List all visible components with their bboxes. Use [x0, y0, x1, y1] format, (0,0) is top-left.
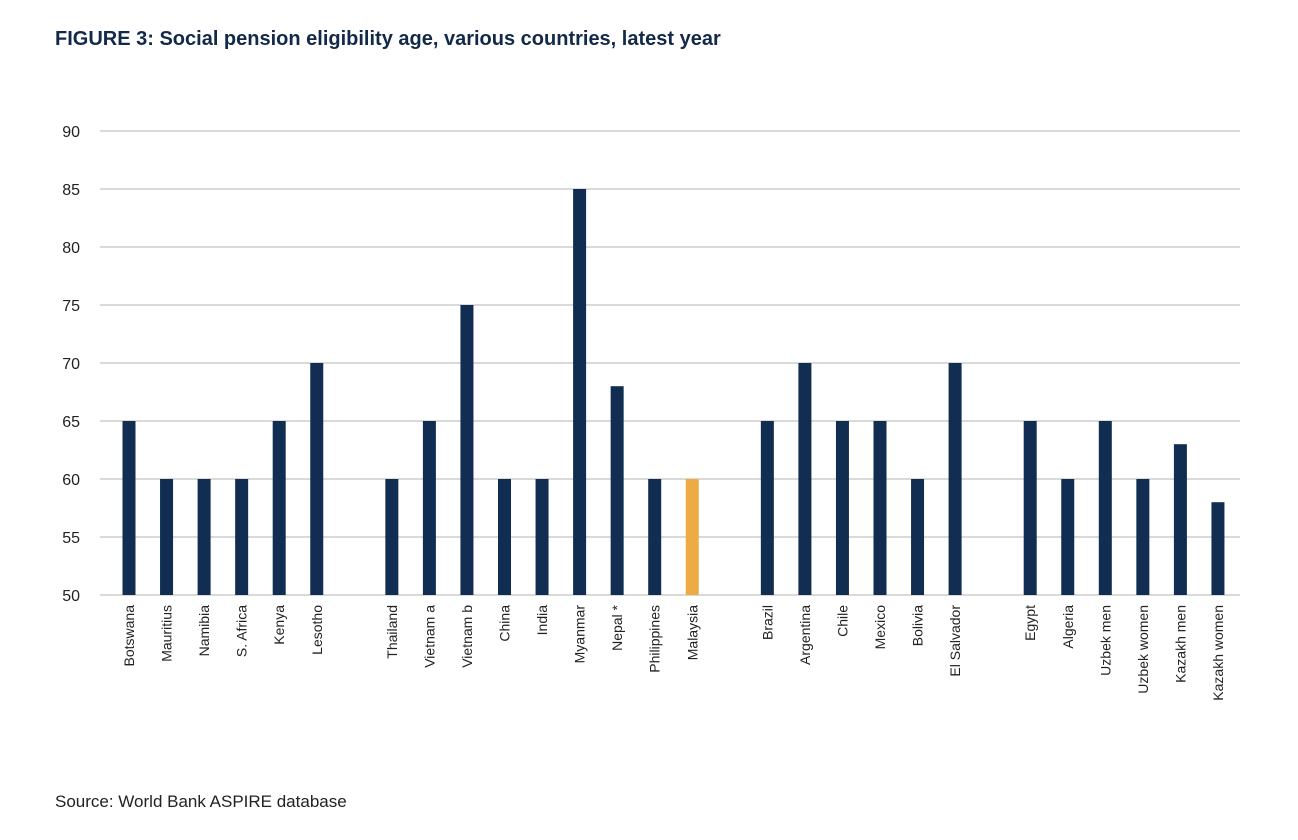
x-tick-label: Mexico	[872, 605, 888, 650]
x-tick-label: Brazil	[759, 605, 775, 640]
bar-nepal-	[610, 386, 624, 595]
bar-kazakh-men	[1173, 444, 1187, 595]
bar-argentina	[798, 363, 812, 595]
bar-philippines	[648, 479, 662, 595]
bar-brazil	[760, 421, 774, 595]
bar-el-salvador	[948, 363, 962, 595]
x-tick-label: Mauritius	[159, 605, 175, 662]
bar-chile	[835, 421, 849, 595]
x-tick-label: Malaysia	[684, 605, 700, 660]
y-tick-label: 65	[62, 414, 80, 431]
x-tick-label: India	[534, 605, 550, 636]
x-tick-label: Kenya	[271, 605, 287, 645]
x-tick-label: Namibia	[196, 605, 212, 657]
y-tick-label: 55	[62, 530, 80, 547]
y-tick-label: 85	[62, 182, 80, 199]
bar-s-africa	[235, 479, 249, 595]
x-tick-label: Myanmar	[572, 605, 588, 664]
x-tick-label: Chile	[834, 605, 850, 637]
bar-india	[535, 479, 549, 595]
y-tick-label: 80	[62, 240, 80, 257]
bar-kenya	[272, 421, 286, 595]
bar-mexico	[873, 421, 887, 595]
y-tick-label: 70	[62, 356, 80, 373]
bar-uzbek-men	[1098, 421, 1112, 595]
x-tick-label: Thailand	[384, 605, 400, 659]
x-tick-label: Uzbek men	[1097, 605, 1113, 676]
x-tick-label: Lesotho	[309, 605, 325, 655]
x-tick-label: Algeria	[1060, 605, 1076, 649]
y-tick-label: 60	[62, 472, 80, 489]
bar-myanmar	[573, 189, 587, 595]
y-tick-label: 90	[62, 124, 80, 141]
bar-uzbek-women	[1136, 479, 1150, 595]
x-tick-label: Vietnam a	[421, 605, 437, 668]
x-tick-label: El Salvador	[947, 605, 963, 677]
bar-thailand	[385, 479, 399, 595]
x-tick-label: China	[497, 605, 513, 642]
bar-lesotho	[310, 363, 324, 595]
bar-china	[498, 479, 511, 595]
x-tick-label: Kazakh women	[1210, 605, 1226, 701]
x-tick-label: Bolivia	[910, 605, 926, 646]
bar-vietnam-b	[460, 305, 474, 595]
bar-egypt	[1023, 421, 1037, 595]
bar-malaysia	[685, 479, 699, 595]
bar-namibia	[197, 479, 211, 595]
source-note: Source: World Bank ASPIRE database	[55, 792, 347, 811]
bar-botswana	[122, 421, 136, 595]
x-tick-label: Vietnam b	[459, 605, 475, 668]
x-tick-label: Egypt	[1022, 605, 1038, 641]
x-tick-label: Uzbek women	[1135, 605, 1151, 694]
bar-kazakh-women	[1211, 502, 1225, 595]
x-tick-label: S. Africa	[234, 605, 250, 657]
chart-title: FIGURE 3: Social pension eligibility age…	[55, 28, 721, 50]
bar-vietnam-a	[422, 421, 436, 595]
x-tick-label: Philippines	[647, 605, 663, 673]
x-tick-label: Botswana	[121, 605, 137, 667]
bar-algeria	[1061, 479, 1075, 595]
x-tick-label: Argentina	[797, 605, 813, 665]
y-tick-label: 50	[62, 588, 80, 605]
x-tick-label: Kazakh men	[1172, 605, 1188, 683]
bar-mauritius	[160, 479, 174, 595]
y-tick-label: 75	[62, 298, 80, 315]
x-tick-label: Nepal *	[609, 604, 625, 650]
bar-bolivia	[911, 479, 925, 595]
